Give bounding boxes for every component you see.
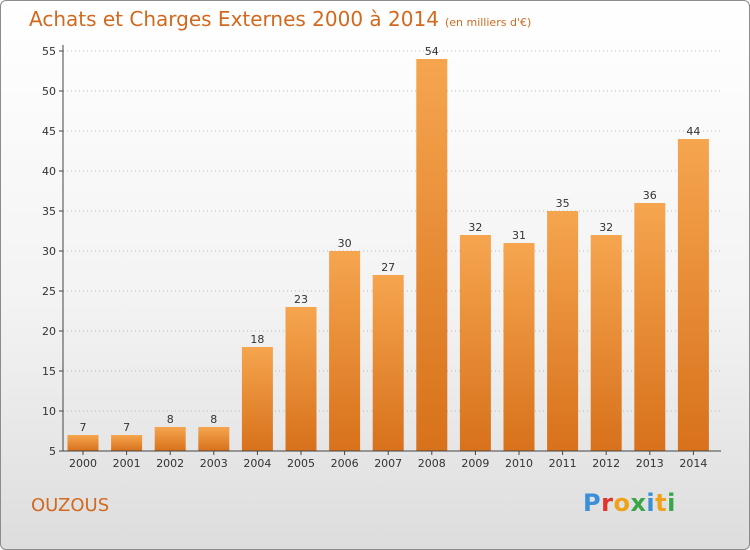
logo-letter: x — [630, 489, 647, 517]
data-label: 27 — [381, 261, 395, 274]
y-tick-labels: 5 10 15 20 25 30 35 40 45 50 55 — [42, 45, 56, 458]
x-tick-label: 2009 — [461, 457, 489, 470]
x-tick-label: 2007 — [374, 457, 402, 470]
x-tick-label: 2006 — [331, 457, 359, 470]
data-label: 32 — [599, 221, 613, 234]
axes — [62, 45, 721, 452]
x-tick-label: 2004 — [243, 457, 271, 470]
data-label: 31 — [512, 229, 526, 242]
x-tick-labels: 2000 2001 2002 2003 2004 2005 2006 2007 2008 2009… — [69, 451, 707, 470]
bar — [154, 427, 186, 451]
logo-letter: o — [613, 489, 631, 517]
data-labels: 7 7 8 8 18 23 30 27 54 32 31 35 32 36 44 — [80, 45, 701, 434]
data-label: 36 — [643, 189, 657, 202]
unit-note: (en milliers d'€) — [444, 16, 532, 29]
bar — [459, 235, 491, 451]
logo-letter: i — [646, 489, 656, 517]
data-label: 32 — [468, 221, 482, 234]
bar — [677, 139, 709, 451]
logo-letter: t — [655, 489, 668, 517]
data-label: 54 — [425, 45, 439, 58]
y-tick-label: 40 — [42, 165, 56, 178]
y-tick-label: 35 — [42, 205, 56, 218]
logo-letter: P — [583, 489, 602, 517]
y-tick-label: 55 — [42, 45, 56, 58]
x-tick-label: 2010 — [505, 457, 533, 470]
data-label: 18 — [250, 333, 264, 346]
y-tick-label: 45 — [42, 125, 56, 138]
logo-letter: i — [667, 489, 676, 517]
bar — [372, 275, 404, 451]
bars — [67, 59, 709, 451]
y-tick-label: 25 — [42, 285, 56, 298]
bar — [67, 435, 99, 451]
y-tick-label: 20 — [42, 325, 56, 338]
bar — [634, 203, 666, 451]
x-tick-label: 2000 — [69, 457, 97, 470]
x-tick-label: 2003 — [200, 457, 228, 470]
logo-letter: r — [601, 489, 614, 517]
x-tick-label: 2005 — [287, 457, 315, 470]
commune-name: OUZOUS — [31, 495, 110, 516]
bar — [416, 59, 448, 451]
y-tick-label: 10 — [42, 405, 56, 418]
x-tick-label: 2012 — [592, 457, 620, 470]
x-tick-label: 2013 — [636, 457, 664, 470]
bar — [198, 427, 230, 451]
bar — [503, 243, 535, 451]
data-label: 23 — [294, 293, 308, 306]
y-tick-label: 50 — [42, 85, 56, 98]
bar — [329, 251, 361, 451]
x-tick-label: 2008 — [418, 457, 446, 470]
bar — [111, 435, 143, 451]
x-tick-label: 2001 — [113, 457, 141, 470]
bar — [241, 347, 273, 451]
bar — [547, 211, 579, 451]
data-label: 7 — [80, 421, 87, 434]
x-tick-label: 2002 — [156, 457, 184, 470]
y-tick-label: 30 — [42, 245, 56, 258]
x-tick-label: 2011 — [549, 457, 577, 470]
data-label: 7 — [123, 421, 130, 434]
proxiti-logo: Proxiti — [583, 489, 676, 517]
bar — [590, 235, 622, 451]
data-label: 8 — [210, 413, 217, 426]
data-label: 44 — [686, 125, 700, 138]
y-tick-label: 5 — [49, 445, 56, 458]
title-text: Achats et Charges Externes 2000 à 2014 — [29, 7, 439, 31]
data-label: 30 — [338, 237, 352, 250]
bar — [285, 307, 317, 451]
y-tick-label: 15 — [42, 365, 56, 378]
data-label: 35 — [556, 197, 570, 210]
x-tick-label: 2014 — [679, 457, 707, 470]
chart-title: Achats et Charges Externes 2000 à 2014 (e… — [29, 7, 531, 31]
data-label: 8 — [167, 413, 174, 426]
